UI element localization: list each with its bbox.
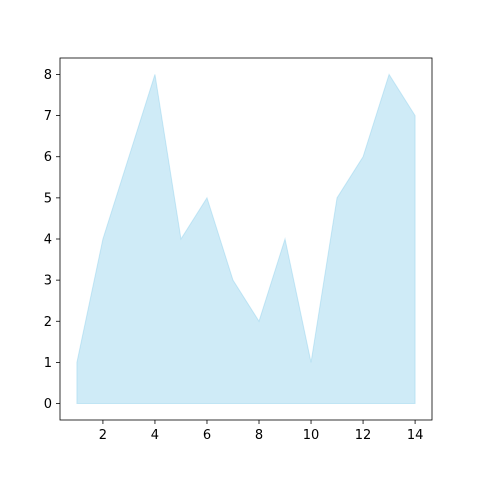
y-tick-label: 4 — [44, 233, 52, 248]
area-series — [76, 73, 416, 405]
y-tick-label: 0 — [44, 397, 52, 412]
y-tick-label: 2 — [44, 315, 52, 330]
x-axis: 2 4 6 8 10 12 14 — [99, 420, 424, 443]
x-tick-label: 12 — [355, 428, 372, 443]
x-tick-label: 10 — [303, 428, 320, 443]
y-tick-label: 6 — [44, 150, 52, 165]
x-tick-label: 4 — [151, 428, 159, 443]
axes-frame — [59, 57, 433, 421]
y-tick-label: 1 — [44, 356, 52, 371]
x-tick-label: 8 — [255, 428, 263, 443]
y-axis: 0 1 2 3 4 5 6 7 8 — [44, 68, 60, 412]
y-tick-label: 3 — [44, 274, 52, 289]
y-tick-label: 5 — [44, 191, 52, 206]
plot-area — [76, 73, 416, 405]
y-tick-label: 7 — [44, 109, 52, 124]
x-tick-label: 2 — [99, 428, 107, 443]
x-tick-label: 14 — [407, 428, 424, 443]
y-tick-label: 8 — [44, 68, 52, 83]
x-tick-label: 6 — [203, 428, 211, 443]
